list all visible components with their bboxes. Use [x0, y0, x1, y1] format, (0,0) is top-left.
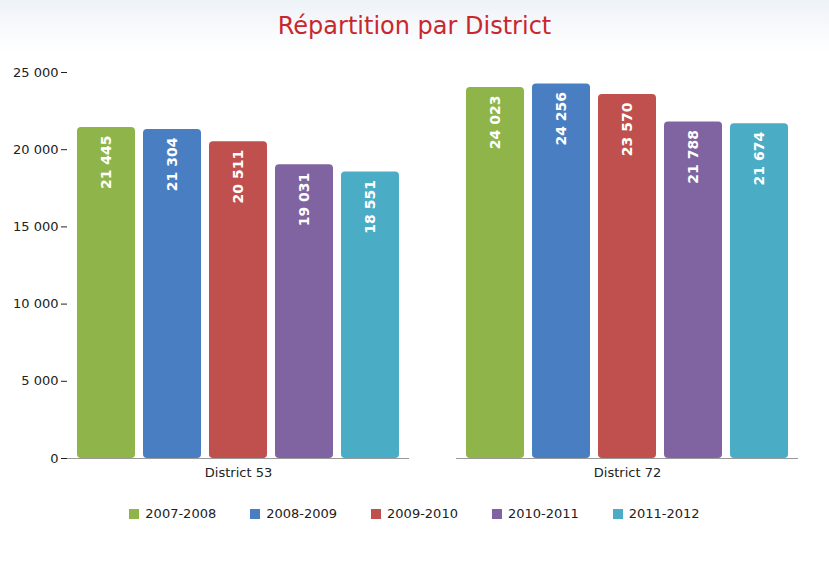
- html-text:Répartition par District: Répartition par District: [277, 12, 552, 40]
- svg-text:5 000: 5 000: [21, 373, 58, 388]
- svg-text:District 72: District 72: [594, 465, 661, 480]
- svg-text:21 788: 21 788: [685, 130, 701, 184]
- svg-text:21 674: 21 674: [751, 132, 767, 186]
- html-text:2008-2009: 2008-2009: [266, 506, 338, 521]
- svg-text:21 445: 21 445: [98, 135, 114, 189]
- svg-text:0: 0: [50, 451, 58, 466]
- svg-text:24 256: 24 256: [553, 92, 569, 146]
- svg-text:23 570: 23 570: [619, 102, 635, 156]
- svg-text:21 304: 21 304: [164, 137, 180, 191]
- svg-text:18 551: 18 551: [362, 180, 378, 234]
- svg-text:19 031: 19 031: [296, 173, 312, 227]
- svg-text:24 023: 24 023: [487, 96, 503, 150]
- html-text:2011-2012: 2011-2012: [628, 506, 700, 521]
- svg-text:25 000: 25 000: [13, 65, 59, 80]
- svg-text:15 000: 15 000: [13, 219, 59, 234]
- svg-text:District 53: District 53: [205, 465, 272, 480]
- svg-text:20 000: 20 000: [13, 142, 59, 157]
- svg-text:10 000: 10 000: [13, 296, 59, 311]
- html-text:2010-2011: 2010-2011: [507, 506, 579, 521]
- html-text:2009-2010: 2009-2010: [387, 506, 458, 521]
- html-text:2007-2008: 2007-2008: [145, 506, 217, 521]
- svg-text:20 511: 20 511: [230, 150, 246, 204]
